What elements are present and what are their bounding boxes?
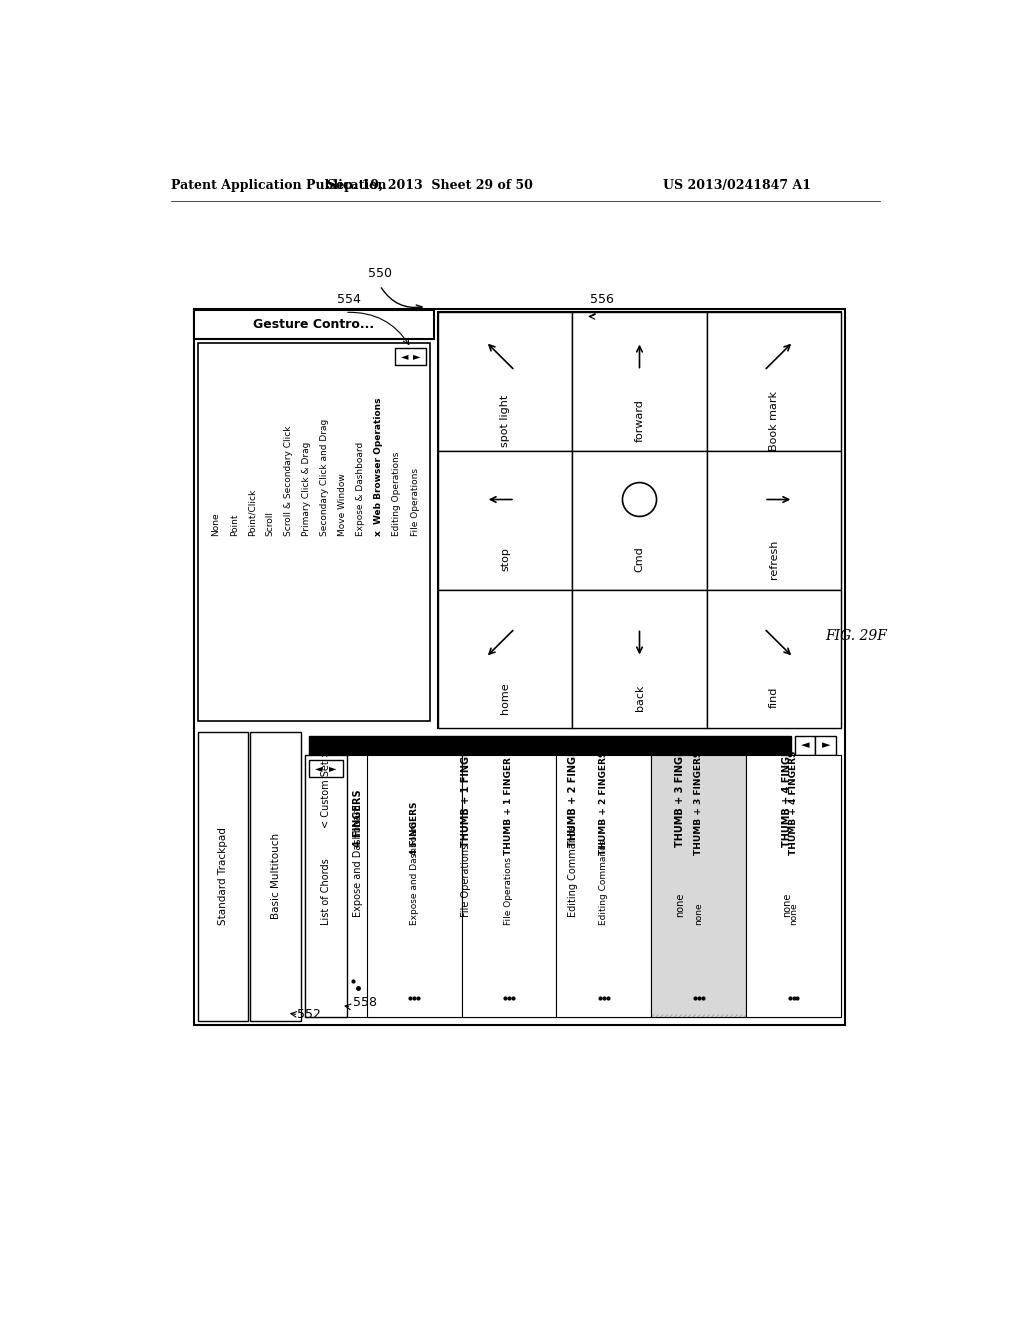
Text: find: find <box>769 686 779 709</box>
Text: 552: 552 <box>297 1007 321 1020</box>
FancyBboxPatch shape <box>519 755 627 1016</box>
Text: stop: stop <box>500 548 510 572</box>
FancyBboxPatch shape <box>308 737 791 755</box>
Text: File Operations: File Operations <box>461 845 471 917</box>
Text: Secondary Click and Drag: Secondary Click and Drag <box>321 418 329 536</box>
Text: Patent Application Publication: Patent Application Publication <box>171 178 386 191</box>
Text: Editing Operations: Editing Operations <box>392 451 401 536</box>
Text: none: none <box>675 894 685 917</box>
Text: Expose and Dashboard: Expose and Dashboard <box>410 821 419 925</box>
FancyBboxPatch shape <box>305 755 347 1016</box>
Text: 556: 556 <box>590 293 613 306</box>
Text: THUMB + 2 FINGERS: THUMB + 2 FINGERS <box>599 750 608 854</box>
Text: 550: 550 <box>369 267 392 280</box>
FancyBboxPatch shape <box>707 590 841 729</box>
Text: Book mark: Book mark <box>769 391 779 450</box>
Text: ►: ► <box>414 351 421 362</box>
Text: Primary Click & Drag: Primary Click & Drag <box>302 441 311 536</box>
FancyBboxPatch shape <box>395 348 426 364</box>
Text: ◄: ◄ <box>315 763 323 774</box>
Text: home: home <box>500 682 510 714</box>
FancyBboxPatch shape <box>198 343 430 721</box>
FancyBboxPatch shape <box>194 310 434 339</box>
Text: forward: forward <box>635 399 644 442</box>
FancyBboxPatch shape <box>251 733 301 1020</box>
FancyBboxPatch shape <box>308 760 343 776</box>
FancyBboxPatch shape <box>746 755 841 1016</box>
FancyBboxPatch shape <box>707 313 841 451</box>
Text: 4 FINGERS: 4 FINGERS <box>410 801 419 854</box>
FancyBboxPatch shape <box>651 755 746 1016</box>
Text: Basic Multitouch: Basic Multitouch <box>270 833 281 920</box>
Text: Cmd: Cmd <box>635 546 644 572</box>
Text: refresh: refresh <box>769 540 779 578</box>
Text: THUMB + 2 FINGERS: THUMB + 2 FINGERS <box>568 734 578 847</box>
FancyBboxPatch shape <box>795 737 815 755</box>
Text: 554: 554 <box>337 293 361 306</box>
Text: None: None <box>212 512 220 536</box>
Text: none: none <box>790 903 798 925</box>
Text: US 2013/0241847 A1: US 2013/0241847 A1 <box>663 178 811 191</box>
Text: Sep. 19, 2013  Sheet 29 of 50: Sep. 19, 2013 Sheet 29 of 50 <box>328 178 534 191</box>
FancyBboxPatch shape <box>556 755 651 1016</box>
Text: Scroll: Scroll <box>266 511 274 536</box>
Text: none: none <box>694 903 703 925</box>
Text: ◄: ◄ <box>801 741 809 751</box>
Text: 4 FINGERS: 4 FINGERS <box>353 789 364 847</box>
Text: File Operations: File Operations <box>411 467 420 536</box>
FancyBboxPatch shape <box>198 733 248 1020</box>
FancyBboxPatch shape <box>572 451 707 590</box>
FancyBboxPatch shape <box>462 755 556 1016</box>
Text: THUMB + 3 FINGERS: THUMB + 3 FINGERS <box>694 750 703 854</box>
Text: Expose & Dashboard: Expose & Dashboard <box>356 441 366 536</box>
Text: FIG. 29F: FIG. 29F <box>825 628 888 643</box>
Text: List of Chords: List of Chords <box>321 858 331 925</box>
Text: THUMB + 4 FINGERS: THUMB + 4 FINGERS <box>790 750 798 854</box>
FancyBboxPatch shape <box>815 737 837 755</box>
Text: back: back <box>635 685 644 711</box>
Text: ◄: ◄ <box>401 351 409 362</box>
Text: Gesture Contro...: Gesture Contro... <box>253 318 375 331</box>
Text: spot light: spot light <box>500 395 510 446</box>
FancyBboxPatch shape <box>438 313 841 729</box>
Text: Editing Commands: Editing Commands <box>599 840 608 925</box>
FancyBboxPatch shape <box>367 755 462 1016</box>
FancyBboxPatch shape <box>194 309 845 1024</box>
FancyBboxPatch shape <box>438 313 572 451</box>
Text: Scroll & Secondary Click: Scroll & Secondary Click <box>284 425 293 536</box>
Text: Standard Trackpad: Standard Trackpad <box>218 828 228 925</box>
Text: Expose and Dashboard: Expose and Dashboard <box>353 805 364 917</box>
Text: < Custom Set >: < Custom Set > <box>321 750 331 829</box>
FancyBboxPatch shape <box>305 755 412 1016</box>
Text: THUMB + 3 FINGERS: THUMB + 3 FINGERS <box>675 734 685 847</box>
FancyBboxPatch shape <box>438 590 572 729</box>
Text: Editing Commands: Editing Commands <box>568 825 578 917</box>
Text: THUMB + 1 FINGER: THUMB + 1 FINGER <box>505 756 513 854</box>
FancyBboxPatch shape <box>572 590 707 729</box>
Text: 558: 558 <box>352 997 377 1010</box>
FancyBboxPatch shape <box>707 451 841 590</box>
Text: Move Window: Move Window <box>338 473 347 536</box>
FancyBboxPatch shape <box>627 755 734 1016</box>
Text: THUMB + 4 FINGERS: THUMB + 4 FINGERS <box>782 734 793 847</box>
FancyBboxPatch shape <box>412 755 519 1016</box>
Text: Point/Click: Point/Click <box>248 488 257 536</box>
Text: none: none <box>782 894 793 917</box>
Text: x  Web Browser Operations: x Web Browser Operations <box>375 397 383 536</box>
FancyBboxPatch shape <box>438 451 572 590</box>
Text: ►: ► <box>821 741 830 751</box>
Text: File Operations: File Operations <box>505 857 513 925</box>
Text: ►: ► <box>330 763 337 774</box>
FancyBboxPatch shape <box>572 313 707 451</box>
Text: THUMB + 1 FINGER: THUMB + 1 FINGER <box>461 742 471 847</box>
FancyBboxPatch shape <box>734 755 841 1016</box>
Text: Point: Point <box>229 513 239 536</box>
